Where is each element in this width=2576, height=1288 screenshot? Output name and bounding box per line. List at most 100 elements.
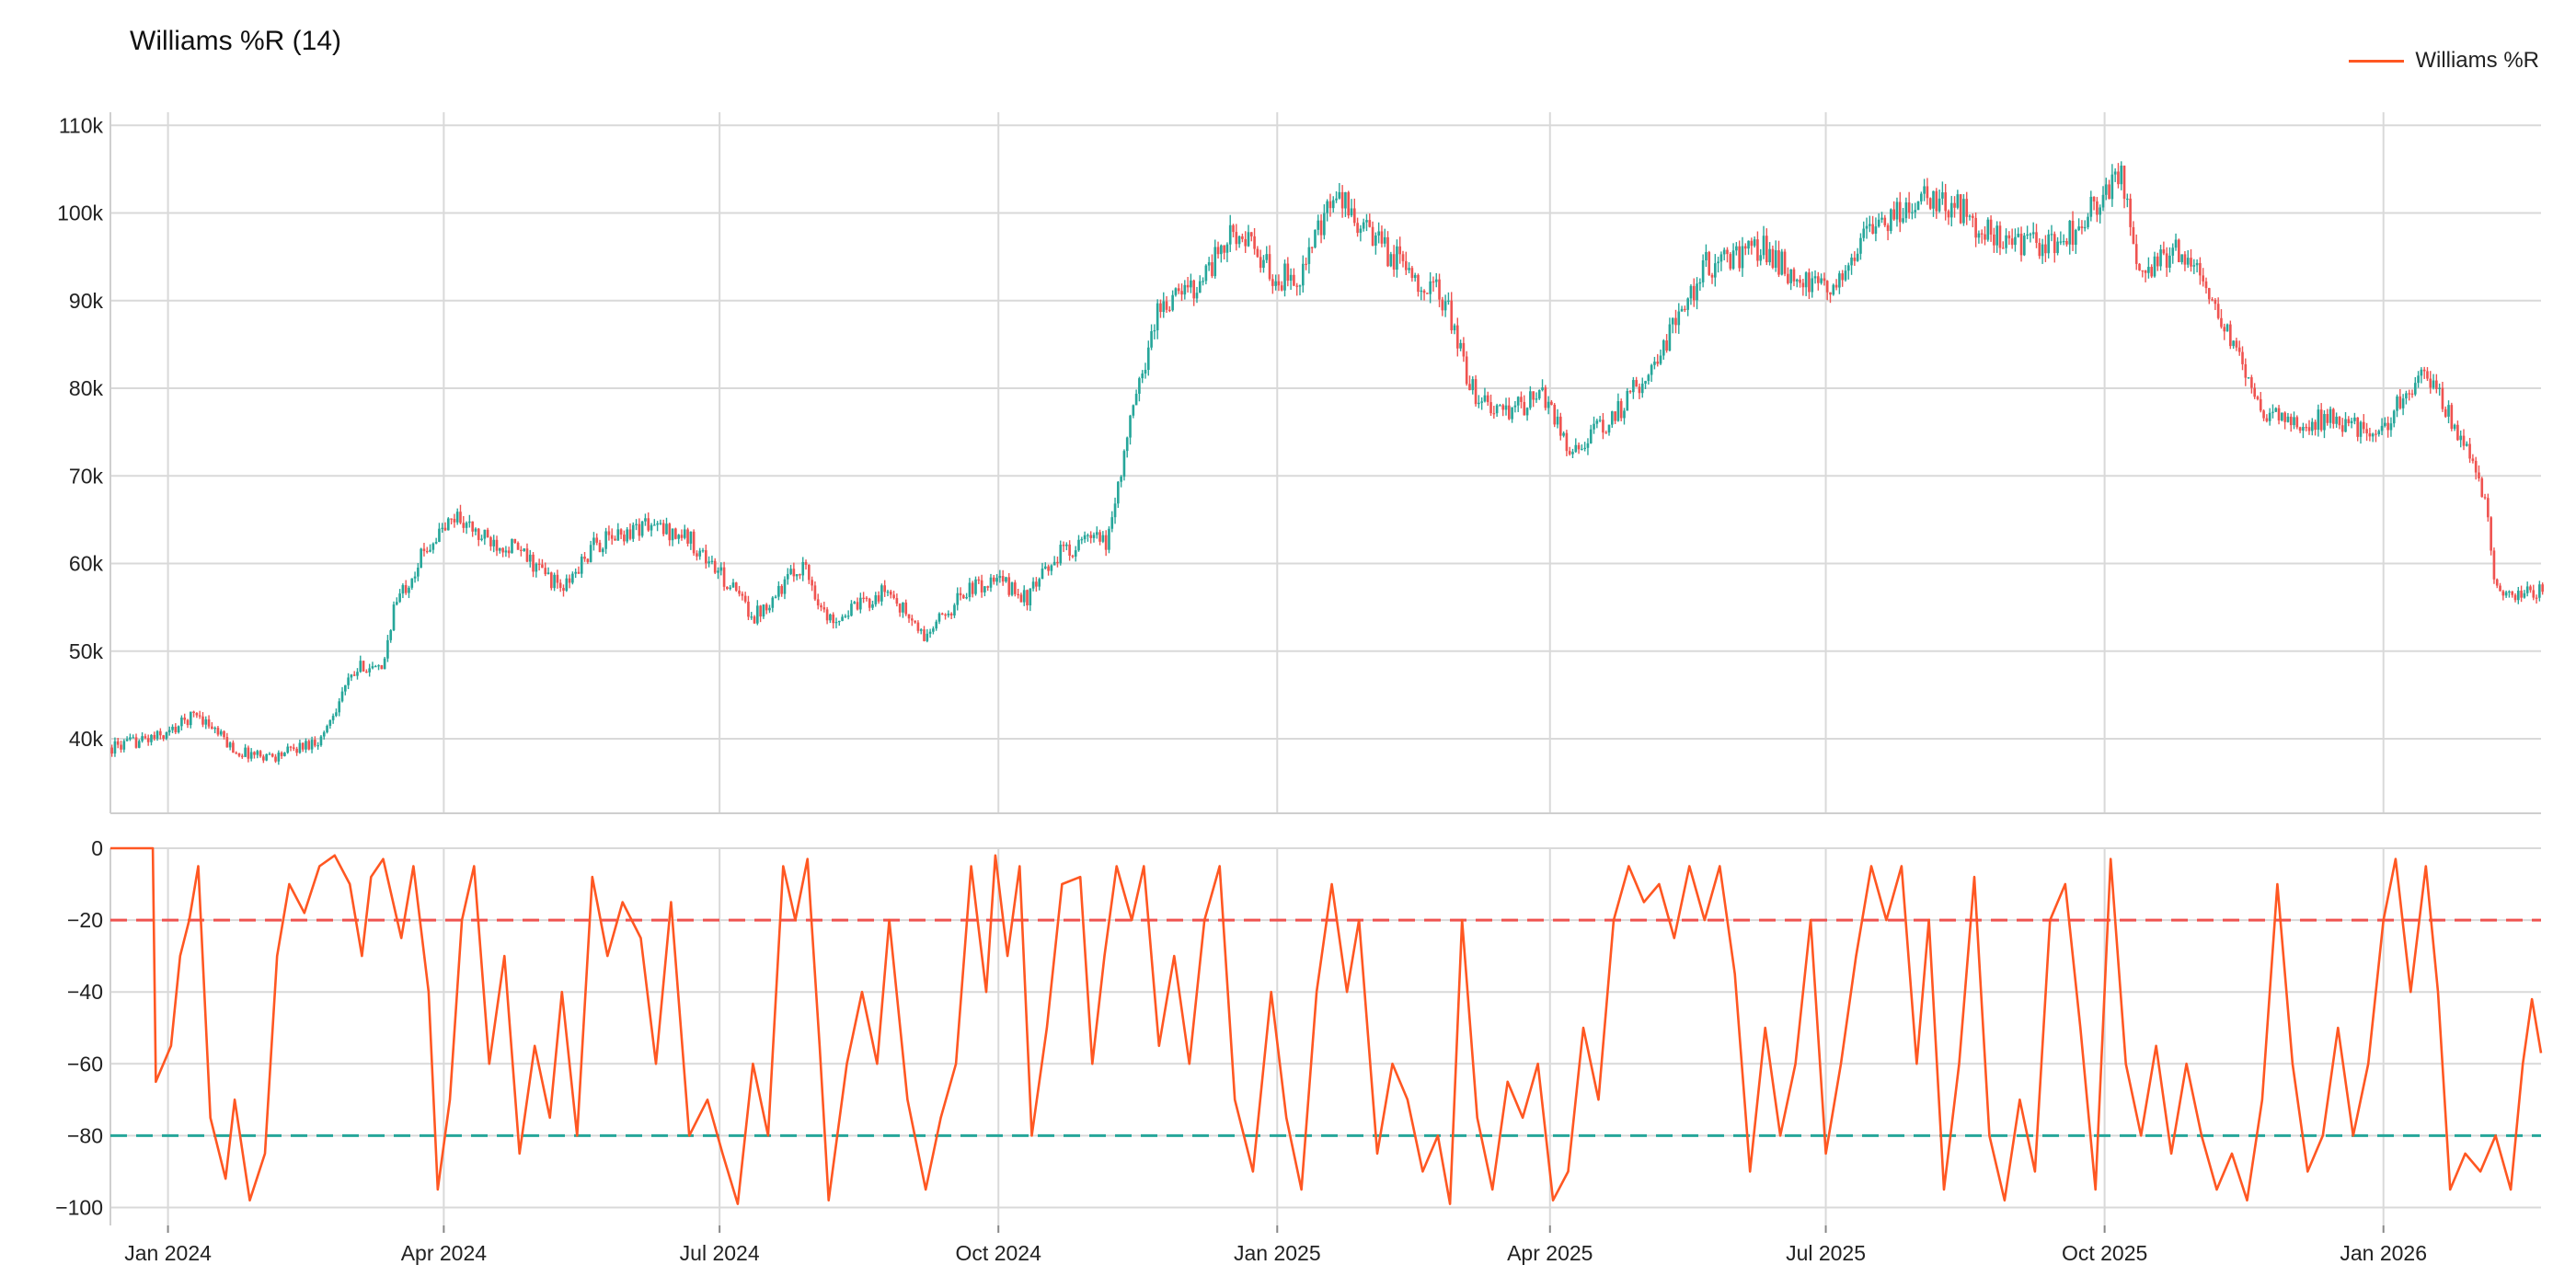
x-tick-label: Jul 2025 <box>1786 1241 1866 1265</box>
candlestick <box>2062 234 2065 246</box>
candlestick <box>2087 213 2089 230</box>
candlestick <box>1401 250 1405 268</box>
candlestick <box>2259 392 2262 413</box>
candlestick <box>1453 323 1456 335</box>
candlestick <box>1993 227 1995 253</box>
candle-body <box>829 614 832 621</box>
candle-body <box>1408 268 1410 270</box>
candle-body <box>1874 226 1878 235</box>
candle-body <box>1495 405 1499 414</box>
candlestick <box>1120 475 1122 488</box>
candle-body <box>1686 298 1689 310</box>
candle-body <box>417 567 420 577</box>
candle-body <box>813 585 817 600</box>
candle-body <box>1162 301 1166 313</box>
candle-body <box>1359 228 1363 234</box>
candle-body <box>2516 591 2520 601</box>
candlestick <box>1907 191 1911 219</box>
candle-body <box>392 604 396 631</box>
candlestick <box>610 528 614 545</box>
candle-body <box>1396 246 1398 270</box>
candle-body <box>937 613 941 622</box>
candlestick <box>1043 562 1047 569</box>
candlestick <box>1335 190 1338 203</box>
candlestick <box>1965 191 1969 225</box>
candlestick <box>1765 228 1768 266</box>
candle-body <box>2077 226 2080 231</box>
candlestick <box>2471 454 2475 464</box>
candle-body <box>895 598 899 604</box>
candle-body <box>1619 401 1623 419</box>
candlestick <box>1738 240 1741 272</box>
candlestick <box>389 628 393 643</box>
candlestick <box>2110 164 2114 207</box>
candle-body <box>1501 405 1505 410</box>
candlestick <box>2244 358 2248 386</box>
candlestick <box>2168 247 2171 273</box>
candlestick <box>1677 303 1681 334</box>
candlestick <box>1753 236 1756 248</box>
candlestick <box>935 619 938 631</box>
candlestick <box>1747 240 1750 255</box>
candle-body <box>1159 303 1162 313</box>
candle-body <box>331 716 335 720</box>
candle-body <box>283 753 286 756</box>
candlestick <box>765 603 768 615</box>
candlestick <box>1938 190 1941 213</box>
candle-body <box>2029 234 2032 236</box>
candle-body <box>1846 265 1850 271</box>
candlestick <box>2340 418 2344 437</box>
candlestick <box>429 544 431 553</box>
candlestick <box>2162 241 2166 256</box>
candlestick <box>904 599 908 616</box>
candle-body <box>1738 246 1741 269</box>
candlestick <box>1525 407 1529 421</box>
candlestick <box>2026 225 2029 240</box>
candle-body <box>1007 577 1011 595</box>
candle-body <box>2141 270 2145 272</box>
candle-body <box>247 747 250 759</box>
candle-body <box>780 585 783 594</box>
candlestick <box>2480 477 2484 498</box>
candle-body <box>907 614 911 619</box>
candle-body <box>2492 550 2496 580</box>
candlestick <box>883 580 887 597</box>
candle-body <box>431 543 435 550</box>
candlestick <box>2478 465 2480 482</box>
candle-body <box>661 523 665 535</box>
candlestick <box>1932 190 1935 217</box>
candle-body <box>1562 432 1565 436</box>
candle-body <box>1968 215 1972 217</box>
candle-body <box>2380 425 2384 431</box>
candle-body <box>237 753 241 756</box>
candlestick <box>110 744 113 757</box>
candlestick <box>2375 430 2377 443</box>
candlestick <box>192 710 195 718</box>
candle-body <box>1277 281 1281 286</box>
candlestick <box>747 595 750 621</box>
candle-body <box>2104 184 2108 195</box>
candlestick <box>1065 542 1068 551</box>
candle-body <box>553 574 556 589</box>
candle-body <box>1474 379 1478 405</box>
candle-body <box>298 742 302 753</box>
candlestick <box>1684 305 1686 313</box>
y-tick-label: −20 <box>67 908 103 932</box>
candlestick <box>186 719 190 729</box>
candle-body <box>434 541 438 544</box>
candle-body <box>1953 202 1956 208</box>
candle-body <box>1180 291 1183 295</box>
candlestick <box>2247 376 2250 379</box>
candle-body <box>2295 417 2299 428</box>
candlestick <box>328 719 332 729</box>
candlestick <box>223 730 225 740</box>
candlestick <box>544 562 547 577</box>
candlestick <box>1092 532 1096 543</box>
candle-body <box>1665 340 1668 351</box>
candle-body <box>565 578 569 592</box>
candle-body <box>726 586 729 590</box>
candle-body <box>2186 258 2190 265</box>
candlestick <box>116 737 120 749</box>
candle-body <box>1516 397 1520 406</box>
candlestick <box>1838 270 1841 294</box>
